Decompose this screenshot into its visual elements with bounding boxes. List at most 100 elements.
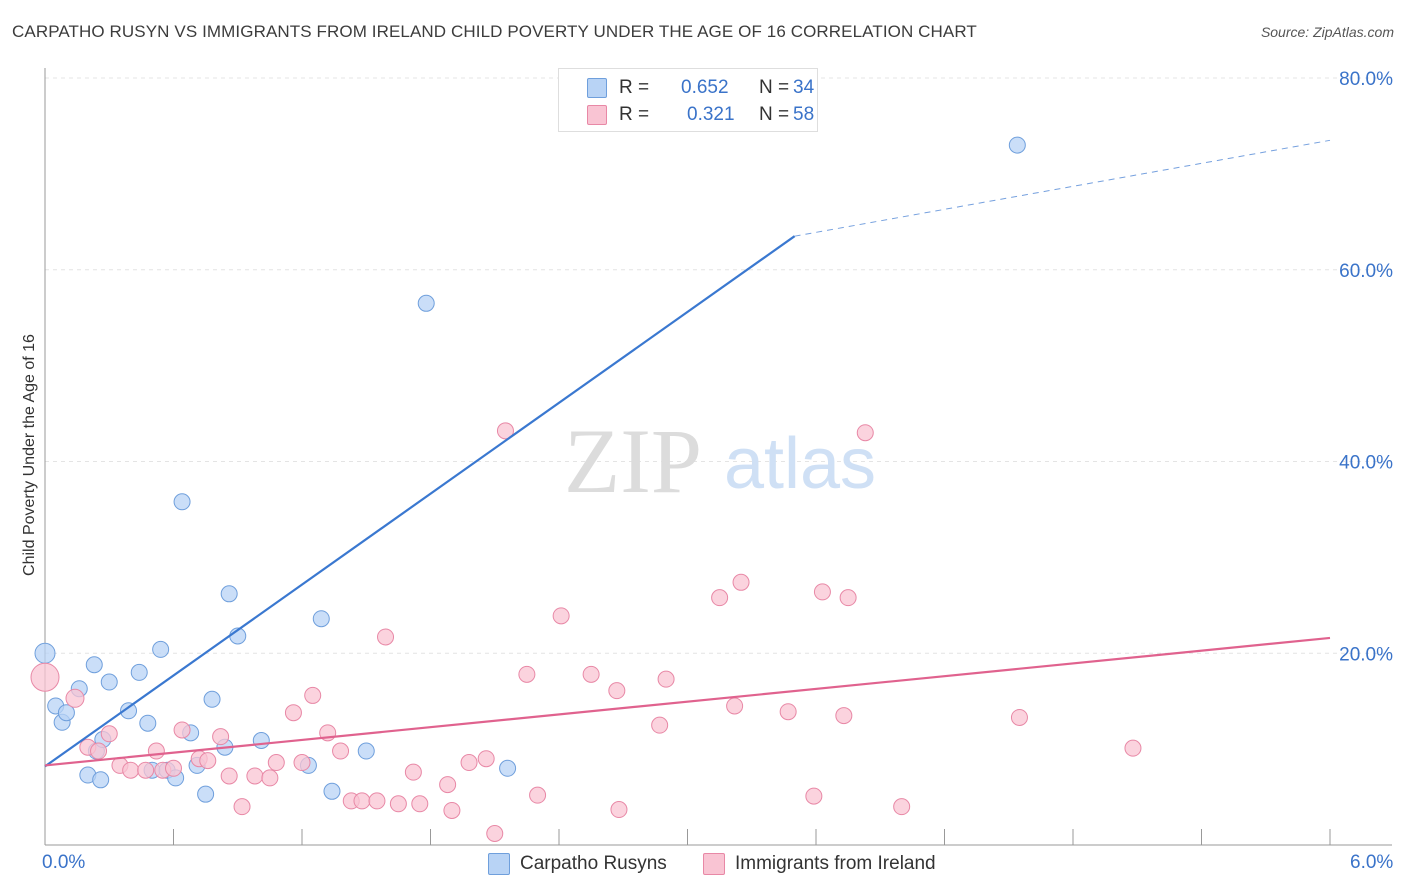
point-ireland (137, 761, 155, 779)
legend-r-label: R = (619, 77, 650, 98)
point-ireland (732, 573, 750, 591)
legend-n-value-ireland: 58 (793, 104, 815, 125)
y-tick-labels: 20.0% 40.0% 60.0% 80.0% (1339, 69, 1393, 665)
point-ireland (353, 792, 371, 810)
point-ireland (443, 801, 461, 819)
point-ireland (651, 716, 669, 734)
point-ireland (293, 754, 311, 772)
point-carpatho (130, 663, 148, 681)
point-ireland (404, 763, 422, 781)
legend-swatch-ireland (587, 105, 607, 125)
point-carpatho (323, 782, 341, 800)
bottom-legend-swatch-ireland (703, 853, 725, 875)
point-carpatho (34, 642, 56, 664)
legend: R = 0.652 N = 34 R = 0.321 N = 58 (558, 68, 818, 132)
x-tick-label-min: 0.0% (42, 852, 86, 873)
point-ireland (608, 682, 626, 700)
point-ireland (173, 721, 191, 739)
point-ireland (30, 662, 60, 692)
y-axis-label: Child Poverty Under the Age of 16 (21, 334, 38, 576)
point-carpatho (57, 704, 75, 722)
point-ireland (212, 728, 230, 746)
axes (44, 68, 1392, 846)
watermark-atlas: atlas (724, 424, 876, 504)
point-carpatho (1008, 136, 1026, 154)
point-ireland (835, 707, 853, 725)
point-carpatho (100, 673, 118, 691)
point-ireland (496, 422, 514, 440)
point-ireland (284, 704, 302, 722)
y-tick-label: 40.0% (1339, 453, 1393, 474)
chart-title: CARPATHO RUSYN VS IMMIGRANTS FROM IRELAN… (12, 22, 977, 41)
y-tick-label: 20.0% (1339, 644, 1393, 665)
point-ireland (610, 801, 628, 819)
point-ireland (100, 725, 118, 743)
point-ireland (856, 424, 874, 442)
point-ireland (332, 742, 350, 760)
point-carpatho (139, 714, 157, 732)
point-ireland (460, 754, 478, 772)
point-ireland (518, 665, 536, 683)
source-label: Source: ZipAtlas.com (1260, 24, 1394, 40)
legend-swatch-carpatho (587, 78, 607, 98)
legend-n-label: N = (759, 104, 790, 125)
point-ireland (220, 767, 238, 785)
point-ireland (261, 769, 279, 787)
point-carpatho (203, 690, 221, 708)
watermark-zip: ZIP (564, 410, 702, 512)
point-ireland (199, 752, 217, 770)
point-ireland (165, 759, 182, 777)
point-ireland (267, 754, 285, 772)
point-carpatho (357, 742, 375, 760)
data-points (30, 136, 1142, 842)
point-ireland (779, 703, 797, 721)
point-ireland (377, 628, 395, 646)
point-carpatho (197, 785, 215, 803)
point-ireland (805, 787, 823, 805)
legend-r-label: R = (619, 104, 650, 125)
point-ireland (657, 670, 675, 688)
point-carpatho (152, 640, 170, 658)
point-carpatho (220, 585, 238, 603)
trend-line-ireland (44, 636, 1331, 767)
point-ireland (122, 761, 140, 779)
point-ireland (304, 686, 322, 704)
point-ireland (486, 824, 504, 842)
point-ireland (477, 750, 495, 768)
point-carpatho (417, 294, 435, 312)
point-ireland (65, 688, 85, 708)
trend-line-carpatho (44, 235, 796, 768)
point-carpatho (92, 771, 110, 789)
point-ireland (411, 795, 429, 813)
point-carpatho (312, 610, 330, 628)
point-ireland (839, 589, 857, 607)
point-ireland (147, 742, 165, 760)
point-ireland (552, 607, 570, 625)
y-tick-label: 80.0% (1339, 69, 1393, 90)
point-ireland (813, 583, 831, 601)
point-ireland (726, 697, 744, 715)
point-ireland (233, 798, 251, 816)
watermark: ZIP atlas (564, 410, 876, 512)
point-ireland (389, 795, 407, 813)
legend-n-label: N = (759, 77, 790, 98)
legend-r-value-carpatho: 0.652 (681, 77, 729, 98)
point-ireland (529, 786, 547, 804)
point-ireland (582, 665, 600, 683)
point-ireland (368, 792, 386, 810)
point-carpatho (499, 759, 517, 777)
y-tick-label: 60.0% (1339, 261, 1393, 282)
trend-extension-carpatho (794, 139, 1331, 237)
point-ireland (1010, 708, 1028, 726)
legend-r-value-ireland: 0.321 (687, 104, 735, 125)
x-tick-label-max: 6.0% (1350, 852, 1394, 873)
point-ireland (246, 767, 264, 785)
point-ireland (711, 589, 729, 607)
point-ireland (439, 776, 457, 794)
gridlines (45, 77, 1392, 654)
bottom-legend-swatch-carpatho (488, 853, 510, 875)
legend-n-value-carpatho: 34 (793, 77, 815, 98)
bottom-legend-label-carpatho: Carpatho Rusyns (520, 853, 667, 874)
point-carpatho (252, 731, 270, 749)
